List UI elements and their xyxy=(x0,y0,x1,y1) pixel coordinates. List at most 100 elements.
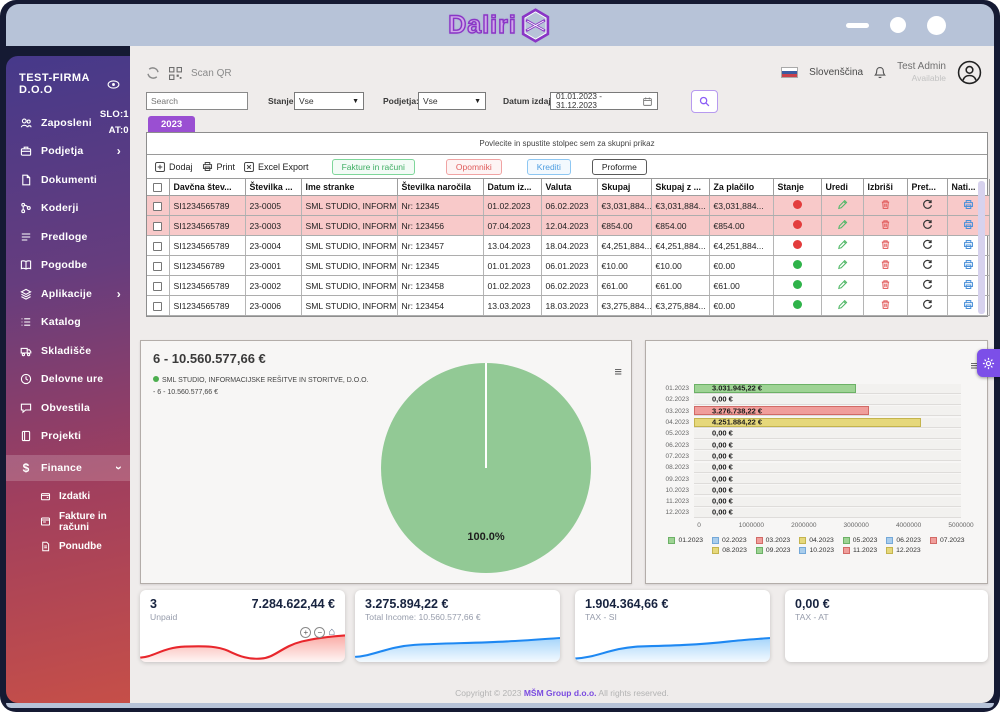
legend-item-03-2023[interactable]: 03.2023 xyxy=(755,537,790,544)
column-header-dav-na-tev[interactable]: Davčna štev... xyxy=(169,179,246,197)
table-scrollbar[interactable] xyxy=(978,181,985,315)
legend-item-11-2023[interactable]: 11.2023 xyxy=(843,547,877,554)
column-header-uredi[interactable]: Uredi xyxy=(821,179,864,197)
print-row-button[interactable] xyxy=(963,239,974,250)
language-label[interactable]: Slovenščina xyxy=(809,67,864,78)
select-all-checkbox[interactable] xyxy=(153,183,163,193)
print-row-button[interactable] xyxy=(963,219,974,230)
sidebar-item-katalog[interactable]: Katalog xyxy=(6,312,130,332)
chart-menu-icon[interactable]: ≡ xyxy=(614,364,622,379)
edit-button[interactable] xyxy=(837,199,848,210)
print-row-button[interactable] xyxy=(963,259,974,270)
sidebar-item-aplikacije[interactable]: Aplikacije › xyxy=(6,284,130,304)
delete-button[interactable] xyxy=(880,299,891,310)
delete-button[interactable] xyxy=(880,239,891,250)
sidebar-subitem-fakture-in-ra-uni[interactable]: Fakture in računi xyxy=(6,511,130,533)
column-header-tevilka[interactable]: Številka ... xyxy=(245,179,302,197)
edit-button[interactable] xyxy=(837,219,848,230)
legend-item-01-2023[interactable]: 01.2023 xyxy=(668,537,703,544)
delete-button[interactable] xyxy=(880,279,891,290)
delete-button[interactable] xyxy=(880,219,891,230)
convert-button[interactable] xyxy=(922,239,933,250)
tab-2023[interactable]: 2023 xyxy=(148,116,196,132)
user-info[interactable]: Test Admin Available xyxy=(897,61,946,84)
legend-item-07-2023[interactable]: 07.2023 xyxy=(929,537,965,544)
zoom-in-icon[interactable]: + xyxy=(300,627,312,638)
column-header-ime-stranke[interactable]: Ime stranke xyxy=(301,179,398,197)
convert-button[interactable] xyxy=(922,259,933,270)
date-range-input[interactable]: 01.01.2023 - 31.12.2023 xyxy=(550,92,658,110)
edit-button[interactable] xyxy=(837,239,848,250)
convert-button[interactable] xyxy=(922,199,933,210)
sidebar-item-projekti[interactable]: Projekti xyxy=(6,426,130,446)
edit-button[interactable] xyxy=(837,299,848,310)
close-button[interactable] xyxy=(927,15,946,35)
column-header-skupaj-z[interactable]: Skupaj z ... xyxy=(651,179,710,197)
sidebar-subitem-ponudbe[interactable]: Ponudbe xyxy=(6,538,130,556)
sidebar-item-predloge[interactable]: Predloge xyxy=(6,227,130,247)
sidebar-item-podjetja[interactable]: Podjetja › xyxy=(6,141,130,161)
print-row-button[interactable] xyxy=(963,199,974,210)
column-header-valuta[interactable]: Valuta xyxy=(541,179,598,197)
row-checkbox[interactable] xyxy=(153,201,163,211)
sidebar-item-dokumenti[interactable]: Dokumenti xyxy=(6,170,130,190)
legend-item-10-2023[interactable]: 10.2023 xyxy=(799,547,834,554)
delete-button[interactable] xyxy=(880,259,891,270)
bar[interactable] xyxy=(694,383,856,393)
podjetja-select[interactable]: Vse ▼ xyxy=(418,92,486,110)
avatar[interactable] xyxy=(957,60,982,85)
sidebar-item-pogodbe[interactable]: Pogodbe xyxy=(6,255,130,275)
row-checkbox[interactable] xyxy=(153,281,163,291)
column-header-pret[interactable]: Pret... xyxy=(907,179,948,197)
column-header-datum-iz[interactable]: Datum iz... xyxy=(483,179,542,197)
legend-item-05-2023[interactable]: 05.2023 xyxy=(842,537,877,544)
column-header-tevilka-naro-ila[interactable]: Številka naročila xyxy=(397,179,484,197)
sidebar-item-delovne-ure[interactable]: Delovne ure xyxy=(6,369,130,389)
proforme-button[interactable]: Proforme xyxy=(591,158,647,175)
legend-item-09-2023[interactable]: 09.2023 xyxy=(755,547,790,554)
minimize-button[interactable] xyxy=(846,22,869,28)
sidebar-item-finance[interactable]: $ Finance › xyxy=(6,454,130,481)
delete-button[interactable] xyxy=(880,199,891,210)
settings-fab[interactable] xyxy=(977,349,1000,377)
sidebar-item-koderji[interactable]: Koderji xyxy=(6,198,130,218)
sidebar-item-zaposleni[interactable]: Zaposleni SLO:1 AT:0 xyxy=(6,109,130,136)
print-row-button[interactable] xyxy=(963,279,974,290)
add-button[interactable]: Dodaj xyxy=(155,162,193,172)
home-icon[interactable]: ⌂ xyxy=(328,626,335,638)
search-button[interactable] xyxy=(691,90,718,113)
excel-export-button[interactable]: Excel Export xyxy=(244,162,309,172)
convert-button[interactable] xyxy=(922,219,933,230)
legend-item-12-2023[interactable]: 12.2023 xyxy=(886,547,921,554)
print-row-button[interactable] xyxy=(963,299,974,310)
eye-icon[interactable] xyxy=(107,79,120,89)
refresh-view-icon[interactable] xyxy=(146,66,160,80)
opomniki-button[interactable]: Opomniki xyxy=(445,158,502,175)
bar[interactable] xyxy=(694,406,869,416)
column-header-stanje[interactable]: Stanje xyxy=(773,179,822,197)
stanje-select[interactable]: Vse ▼ xyxy=(294,92,364,110)
sidebar-item-skladi-e[interactable]: Skladišče xyxy=(6,341,130,361)
column-header-skupaj[interactable]: Skupaj xyxy=(597,179,652,197)
sidebar-item-obvestila[interactable]: Obvestila xyxy=(6,398,130,418)
legend-item-08-2023[interactable]: 08.2023 xyxy=(712,547,747,554)
search-input[interactable] xyxy=(146,92,248,110)
edit-button[interactable] xyxy=(837,259,848,270)
legend-item-06-2023[interactable]: 06.2023 xyxy=(886,537,921,544)
row-checkbox[interactable] xyxy=(153,241,163,251)
sidebar-subitem-izdatki[interactable]: Izdatki xyxy=(6,488,130,506)
group-dropzone[interactable]: Povlecite in spustite stolpec sem za sku… xyxy=(147,133,987,155)
legend-item-02-2023[interactable]: 02.2023 xyxy=(712,537,747,544)
column-header-izbri-i[interactable]: Izbriši xyxy=(863,179,908,197)
maximize-button[interactable] xyxy=(890,17,906,33)
scan-qr-label[interactable]: Scan QR xyxy=(191,67,232,79)
edit-button[interactable] xyxy=(837,279,848,290)
column-header-za-pla-ilo[interactable]: Za plačilo xyxy=(709,179,774,197)
bell-icon[interactable] xyxy=(874,66,887,79)
row-checkbox[interactable] xyxy=(153,221,163,231)
row-checkbox[interactable] xyxy=(153,261,163,271)
convert-button[interactable] xyxy=(922,299,933,310)
convert-button[interactable] xyxy=(922,279,933,290)
qr-code-icon[interactable] xyxy=(169,66,182,80)
pie-chart[interactable]: 100.0% xyxy=(381,363,591,573)
